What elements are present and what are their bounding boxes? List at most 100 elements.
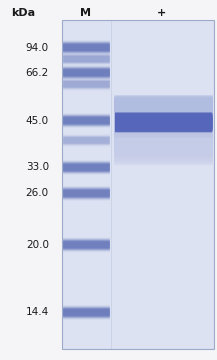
FancyBboxPatch shape: [114, 131, 213, 165]
FancyBboxPatch shape: [115, 117, 212, 128]
Text: 33.0: 33.0: [26, 162, 49, 172]
FancyBboxPatch shape: [115, 112, 212, 132]
FancyBboxPatch shape: [114, 97, 213, 136]
FancyBboxPatch shape: [115, 117, 212, 128]
Text: 45.0: 45.0: [26, 116, 49, 126]
FancyBboxPatch shape: [115, 117, 212, 127]
FancyBboxPatch shape: [115, 115, 212, 130]
FancyBboxPatch shape: [63, 55, 110, 63]
FancyBboxPatch shape: [63, 54, 110, 64]
FancyBboxPatch shape: [63, 66, 110, 80]
FancyBboxPatch shape: [63, 186, 110, 200]
FancyBboxPatch shape: [114, 105, 213, 128]
FancyBboxPatch shape: [115, 116, 212, 129]
FancyBboxPatch shape: [63, 164, 110, 171]
FancyBboxPatch shape: [115, 118, 212, 127]
FancyBboxPatch shape: [114, 103, 213, 131]
FancyBboxPatch shape: [114, 131, 213, 162]
Text: 26.0: 26.0: [26, 188, 49, 198]
FancyBboxPatch shape: [63, 41, 110, 54]
FancyBboxPatch shape: [115, 114, 212, 130]
FancyBboxPatch shape: [115, 116, 212, 129]
FancyBboxPatch shape: [114, 103, 213, 130]
FancyBboxPatch shape: [63, 307, 110, 318]
FancyBboxPatch shape: [63, 242, 110, 248]
FancyBboxPatch shape: [115, 118, 212, 127]
FancyBboxPatch shape: [63, 188, 110, 198]
FancyBboxPatch shape: [114, 99, 213, 135]
FancyBboxPatch shape: [114, 132, 213, 158]
FancyBboxPatch shape: [63, 136, 110, 144]
FancyBboxPatch shape: [63, 161, 110, 174]
FancyBboxPatch shape: [115, 114, 212, 131]
FancyBboxPatch shape: [63, 306, 110, 319]
FancyBboxPatch shape: [114, 95, 213, 139]
FancyBboxPatch shape: [114, 131, 213, 163]
FancyBboxPatch shape: [63, 162, 110, 172]
FancyBboxPatch shape: [114, 104, 213, 130]
FancyBboxPatch shape: [63, 163, 110, 172]
FancyBboxPatch shape: [115, 113, 212, 131]
FancyBboxPatch shape: [63, 238, 110, 251]
FancyBboxPatch shape: [63, 80, 110, 88]
FancyBboxPatch shape: [114, 98, 213, 136]
FancyBboxPatch shape: [63, 309, 110, 316]
FancyBboxPatch shape: [114, 104, 213, 129]
FancyBboxPatch shape: [63, 56, 110, 62]
FancyBboxPatch shape: [114, 100, 213, 134]
FancyBboxPatch shape: [115, 115, 212, 130]
FancyBboxPatch shape: [114, 132, 213, 161]
FancyBboxPatch shape: [63, 187, 110, 200]
FancyBboxPatch shape: [63, 161, 110, 174]
FancyBboxPatch shape: [63, 115, 110, 126]
FancyBboxPatch shape: [63, 43, 110, 52]
FancyBboxPatch shape: [115, 115, 212, 130]
FancyBboxPatch shape: [115, 116, 212, 129]
FancyBboxPatch shape: [63, 114, 110, 127]
FancyBboxPatch shape: [115, 117, 212, 128]
FancyBboxPatch shape: [114, 96, 213, 137]
FancyBboxPatch shape: [63, 238, 110, 252]
FancyBboxPatch shape: [114, 98, 213, 135]
Bar: [62, 20, 214, 349]
FancyBboxPatch shape: [63, 42, 110, 53]
FancyBboxPatch shape: [115, 118, 212, 126]
FancyBboxPatch shape: [115, 117, 212, 128]
FancyBboxPatch shape: [115, 116, 212, 129]
FancyBboxPatch shape: [63, 116, 110, 125]
FancyBboxPatch shape: [63, 68, 110, 77]
Text: M: M: [80, 8, 91, 18]
FancyBboxPatch shape: [63, 42, 110, 53]
FancyBboxPatch shape: [63, 307, 110, 318]
FancyBboxPatch shape: [63, 117, 110, 124]
FancyBboxPatch shape: [63, 114, 110, 127]
FancyBboxPatch shape: [115, 114, 212, 130]
Text: kDa: kDa: [11, 8, 35, 18]
FancyBboxPatch shape: [63, 135, 110, 145]
FancyBboxPatch shape: [114, 132, 213, 159]
FancyBboxPatch shape: [114, 132, 213, 157]
FancyBboxPatch shape: [63, 309, 110, 316]
FancyBboxPatch shape: [63, 67, 110, 78]
FancyBboxPatch shape: [114, 131, 213, 164]
FancyBboxPatch shape: [63, 117, 110, 125]
FancyBboxPatch shape: [63, 189, 110, 198]
FancyBboxPatch shape: [63, 239, 110, 251]
FancyBboxPatch shape: [114, 101, 213, 132]
FancyBboxPatch shape: [63, 69, 110, 76]
FancyBboxPatch shape: [63, 66, 110, 79]
FancyBboxPatch shape: [63, 81, 110, 87]
Text: 20.0: 20.0: [26, 240, 49, 250]
FancyBboxPatch shape: [63, 41, 110, 54]
FancyBboxPatch shape: [63, 241, 110, 249]
FancyBboxPatch shape: [114, 102, 213, 131]
FancyBboxPatch shape: [115, 113, 212, 132]
FancyBboxPatch shape: [63, 163, 110, 171]
FancyBboxPatch shape: [63, 78, 110, 90]
FancyBboxPatch shape: [115, 114, 212, 131]
FancyBboxPatch shape: [63, 190, 110, 197]
FancyBboxPatch shape: [115, 118, 212, 127]
FancyBboxPatch shape: [115, 113, 212, 132]
FancyBboxPatch shape: [63, 44, 110, 51]
FancyBboxPatch shape: [114, 133, 213, 156]
